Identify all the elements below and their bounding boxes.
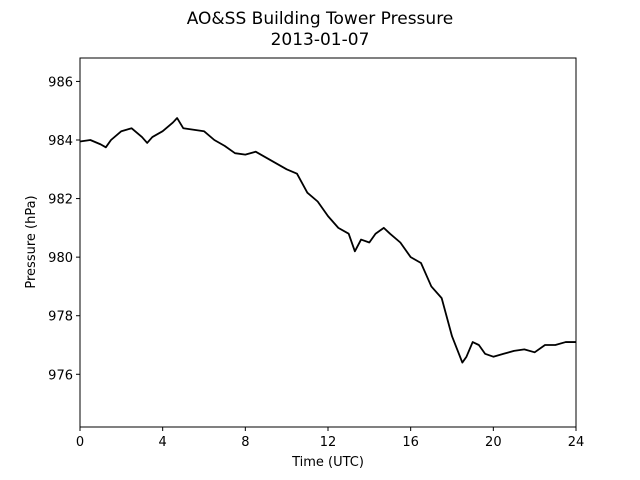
y-axis-label: Pressure (hPa) [24,195,39,288]
x-tick-label: 16 [402,435,419,450]
x-tick-label: 24 [568,435,585,450]
chart-subtitle: 2013-01-07 [271,30,370,50]
x-axis-label: Time (UTC) [291,455,364,470]
chart-title: AO&SS Building Tower Pressure [187,9,454,29]
y-tick-label: 984 [48,134,73,149]
plot-frame [79,57,577,428]
y-tick-label: 978 [48,310,73,325]
x-tick-label: 12 [320,435,337,450]
data-line [79,117,576,364]
y-tick-label: 980 [48,251,73,266]
x-tick-label: 20 [485,435,502,450]
y-tick-label: 976 [48,368,73,383]
y-tick-label: 986 [48,75,73,90]
y-tick-label: 982 [48,193,73,208]
x-tick-label: 0 [76,435,84,450]
x-tick-label: 4 [159,435,167,450]
x-tick-label: 8 [241,435,249,450]
